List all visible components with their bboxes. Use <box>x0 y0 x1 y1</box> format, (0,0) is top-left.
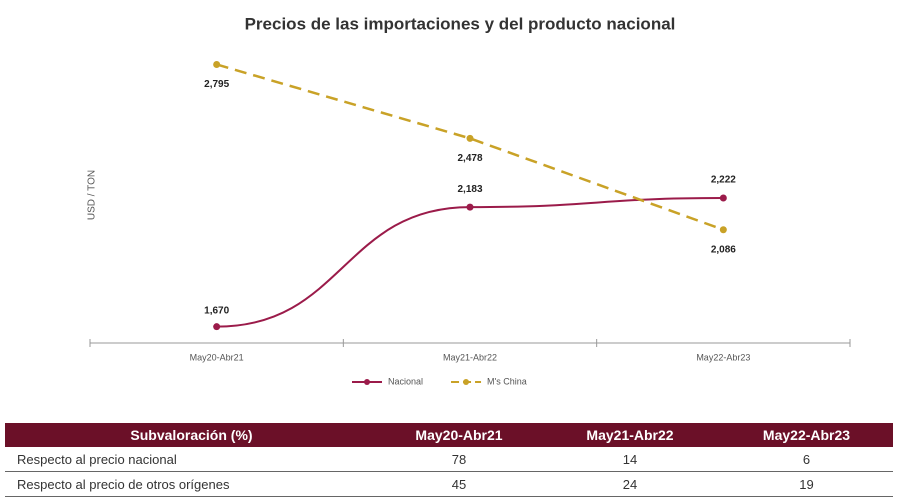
cell: 14 <box>540 447 720 472</box>
series-line <box>216 197 724 328</box>
y-axis-label: USD / TON <box>87 170 98 220</box>
legend-marker <box>364 379 370 385</box>
point <box>466 134 474 142</box>
chart: Precios de las importaciones y del produ… <box>87 14 851 386</box>
cell: 6 <box>720 447 893 472</box>
cell: Respecto al precio nacional <box>5 447 378 472</box>
header-row: Subvaloración (%) May20-Abr21 May21-Abr2… <box>5 423 893 447</box>
data-label: 2,478 <box>457 153 482 164</box>
x-tick-label: May22-Abr23 <box>696 352 750 362</box>
row: Respecto al precio de otros orígenes 45 … <box>5 471 893 497</box>
data-label: 2,222 <box>711 175 736 186</box>
header-cell: Subvaloración (%) <box>5 423 378 447</box>
row: Respecto al precio nacional 78 14 6 <box>5 447 893 472</box>
cell: 45 <box>378 471 540 497</box>
point <box>466 203 474 211</box>
cell: Respecto al precio de otros orígenes <box>5 471 378 497</box>
cell: 19 <box>720 471 893 497</box>
data-label: 1,670 <box>204 305 229 316</box>
data-label: 2,183 <box>457 184 482 195</box>
legend-label: M's China <box>487 376 527 386</box>
header-cell: May22-Abr23 <box>720 423 893 447</box>
legend-marker <box>463 379 470 385</box>
header-cell: May21-Abr22 <box>540 423 720 447</box>
data-label: 2,795 <box>204 79 229 90</box>
point <box>213 60 221 68</box>
point <box>213 323 221 331</box>
cell: 24 <box>540 471 720 497</box>
legend-label: Nacional <box>388 376 423 386</box>
cell: 78 <box>378 447 540 472</box>
x-tick-label: May20-Abr21 <box>190 352 244 362</box>
x-tick-label: May21-Abr22 <box>443 352 497 362</box>
chart-title: Precios de las importaciones y del produ… <box>245 14 676 33</box>
point <box>719 226 727 234</box>
data-label: 2,086 <box>711 244 736 255</box>
point <box>719 194 727 202</box>
table: Subvaloración (%) May20-Abr21 May21-Abr2… <box>5 423 893 497</box>
series-line <box>216 63 724 231</box>
header-cell: May20-Abr21 <box>378 423 540 447</box>
